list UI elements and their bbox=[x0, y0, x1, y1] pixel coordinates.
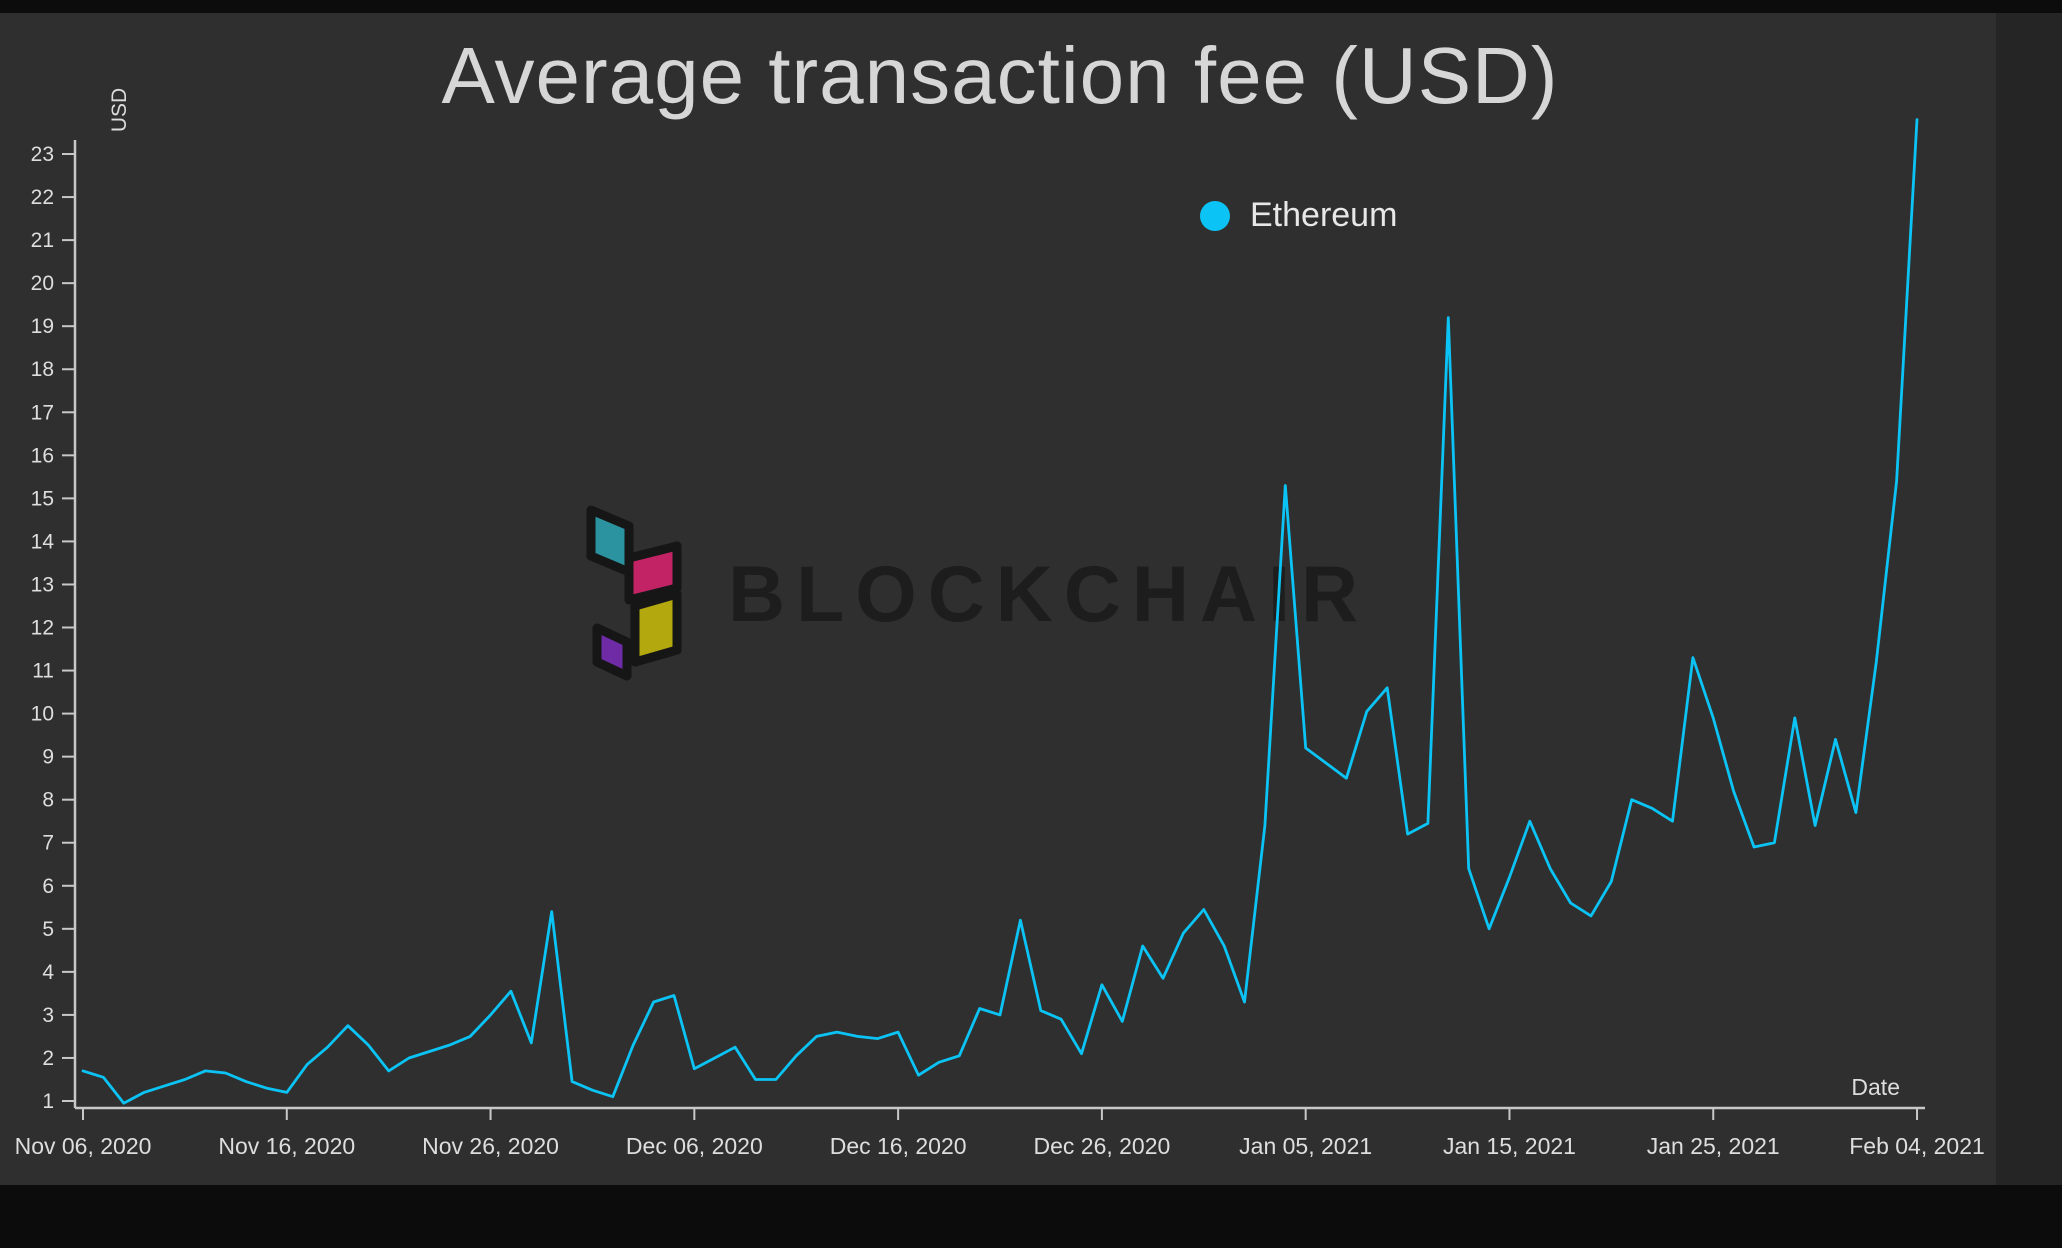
svg-text:4: 4 bbox=[42, 961, 54, 984]
svg-text:Dec 06, 2020: Dec 06, 2020 bbox=[626, 1133, 763, 1159]
svg-text:Jan 05, 2021: Jan 05, 2021 bbox=[1239, 1133, 1372, 1159]
right-border-strip bbox=[1996, 13, 2062, 1185]
svg-text:Dec 26, 2020: Dec 26, 2020 bbox=[1033, 1133, 1170, 1159]
svg-text:17: 17 bbox=[31, 401, 54, 424]
svg-text:11: 11 bbox=[32, 660, 54, 683]
legend-dot-icon bbox=[1200, 200, 1230, 231]
svg-text:14: 14 bbox=[31, 530, 55, 553]
svg-text:10: 10 bbox=[31, 703, 54, 726]
svg-text:Nov 06, 2020: Nov 06, 2020 bbox=[15, 1133, 152, 1159]
bottom-border-strip bbox=[0, 1185, 2062, 1248]
svg-text:23: 23 bbox=[31, 143, 54, 166]
svg-text:Dec 16, 2020: Dec 16, 2020 bbox=[830, 1133, 967, 1159]
svg-text:7: 7 bbox=[42, 832, 54, 855]
x-axis-title: Date bbox=[1851, 1074, 1900, 1100]
legend-label: Ethereum bbox=[1250, 196, 1398, 234]
svg-text:2: 2 bbox=[42, 1047, 54, 1070]
svg-text:Jan 15, 2021: Jan 15, 2021 bbox=[1443, 1133, 1576, 1159]
svg-text:6: 6 bbox=[42, 875, 54, 898]
svg-text:13: 13 bbox=[31, 573, 54, 596]
svg-text:Nov 16, 2020: Nov 16, 2020 bbox=[218, 1133, 355, 1159]
top-border-strip bbox=[0, 0, 2062, 13]
svg-text:18: 18 bbox=[31, 358, 54, 381]
svg-text:5: 5 bbox=[42, 918, 54, 941]
svg-text:15: 15 bbox=[31, 487, 54, 510]
legend-item-ethereum[interactable]: Ethereum bbox=[1200, 196, 1397, 235]
svg-text:19: 19 bbox=[31, 315, 54, 338]
svg-text:16: 16 bbox=[31, 444, 54, 467]
svg-text:Nov 26, 2020: Nov 26, 2020 bbox=[422, 1133, 559, 1159]
svg-text:22: 22 bbox=[31, 186, 54, 209]
svg-text:Jan 25, 2021: Jan 25, 2021 bbox=[1647, 1133, 1780, 1159]
svg-text:12: 12 bbox=[31, 617, 54, 640]
svg-text:9: 9 bbox=[42, 746, 54, 769]
svg-text:Feb 04, 2021: Feb 04, 2021 bbox=[1849, 1133, 1985, 1159]
chart-title: Average transaction fee (USD) bbox=[441, 31, 1559, 120]
svg-text:3: 3 bbox=[42, 1004, 54, 1027]
svg-text:1: 1 bbox=[42, 1090, 54, 1113]
svg-text:8: 8 bbox=[42, 789, 54, 812]
svg-text:21: 21 bbox=[31, 229, 54, 252]
svg-text:20: 20 bbox=[31, 272, 54, 295]
